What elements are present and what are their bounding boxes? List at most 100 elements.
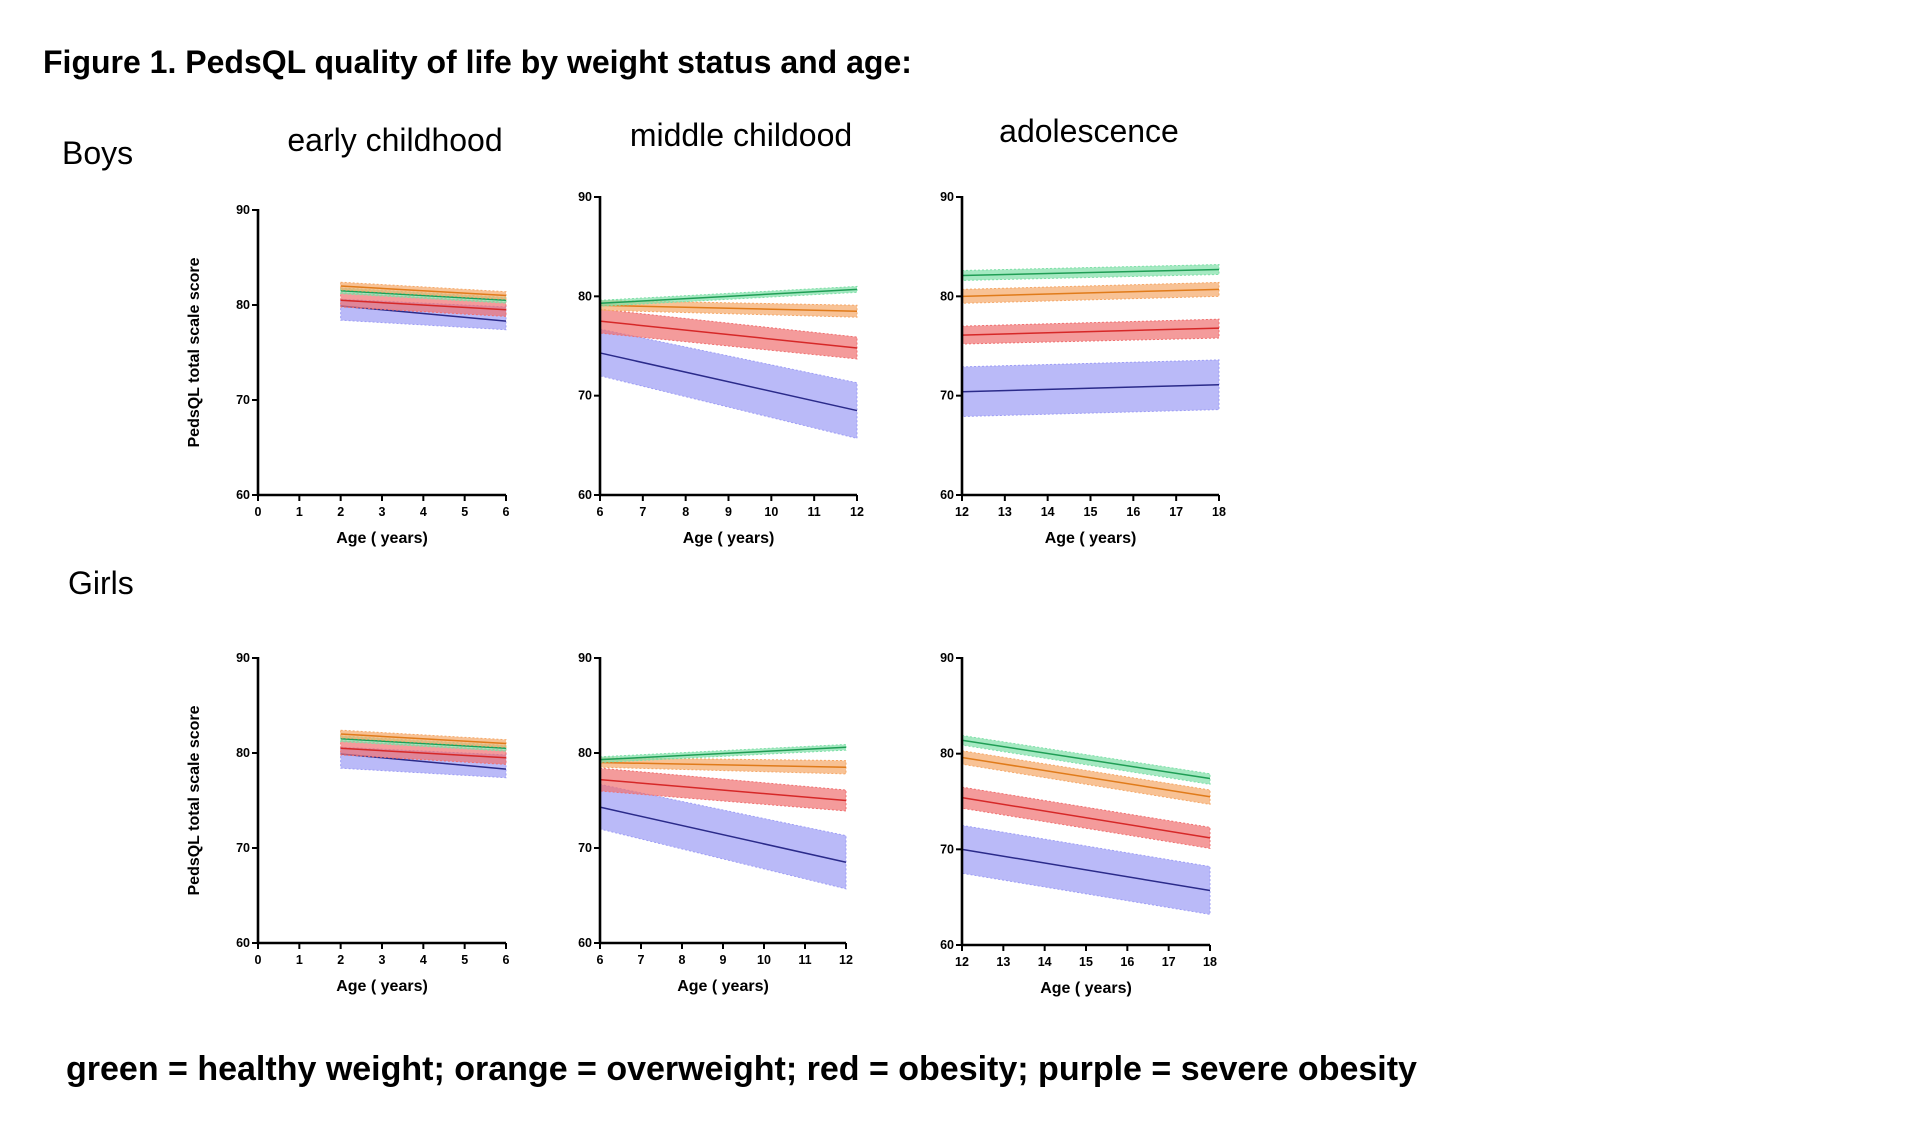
y-tick-label: 70 xyxy=(578,389,592,403)
panel-girls-early-childhood: 60 70 80 90 0 1 2 3 4 5 6 Age ( years) PedsQL total … xyxy=(186,651,510,995)
x-tick-label: 15 xyxy=(1079,955,1093,969)
x-tick-label: 7 xyxy=(639,505,646,519)
series-line-healthy xyxy=(340,290,507,301)
x-axis-title: Age ( years) xyxy=(1040,980,1132,997)
panel-boys-adolescence: 60 70 80 90 12 13 14 15 16 17 18 Age ( years) xyxy=(940,190,1226,547)
y-axis-title: PedsQL total scale score xyxy=(186,257,203,447)
x-tick-label: 12 xyxy=(850,505,864,519)
x-axis-title: Age ( years) xyxy=(1045,530,1137,547)
x-tick-label: 4 xyxy=(420,953,427,967)
x-tick-label: 16 xyxy=(1120,955,1134,969)
x-tick-label: 14 xyxy=(1041,505,1055,519)
series-line-severe xyxy=(599,352,858,412)
x-tick-label: 13 xyxy=(996,955,1010,969)
x-tick-label: 16 xyxy=(1126,505,1140,519)
series-line-obesity xyxy=(599,778,847,802)
x-tick-label: 12 xyxy=(955,505,969,519)
row-label-boys: Boys xyxy=(62,135,134,171)
x-axis-title: Age ( years) xyxy=(336,978,428,995)
x-tick-label: 6 xyxy=(503,505,510,519)
x-tick-label: 6 xyxy=(503,953,510,967)
x-tick-label: 18 xyxy=(1203,955,1217,969)
series-line-overweight xyxy=(961,756,1211,798)
x-tick-label: 5 xyxy=(461,953,468,967)
col-label-early-childhood: early childhood xyxy=(287,122,503,158)
x-tick-label: 0 xyxy=(255,953,262,967)
y-tick-label: 80 xyxy=(940,747,954,761)
series-line-obesity xyxy=(340,299,507,311)
series-line-obesity xyxy=(599,320,858,349)
y-tick-label: 80 xyxy=(940,289,954,303)
series-line-severe xyxy=(961,383,1220,393)
series-line-overweight xyxy=(340,733,507,745)
series-line-obesity xyxy=(961,796,1211,839)
y-tick-label: 60 xyxy=(940,488,954,502)
x-tick-label: 15 xyxy=(1084,505,1098,519)
y-tick-label: 80 xyxy=(578,289,592,303)
x-tick-label: 5 xyxy=(461,505,468,519)
series-line-healthy xyxy=(599,746,847,761)
series-line-severe xyxy=(961,848,1211,892)
y-tick-label: 60 xyxy=(578,936,592,950)
series-line-overweight xyxy=(599,304,858,312)
y-tick-label: 70 xyxy=(236,841,250,855)
x-tick-label: 6 xyxy=(597,505,604,519)
x-tick-label: 17 xyxy=(1169,505,1183,519)
x-axis-title: Age ( years) xyxy=(336,530,428,547)
y-tick-label: 90 xyxy=(236,651,250,665)
x-tick-label: 1 xyxy=(296,953,303,967)
x-tick-label: 18 xyxy=(1212,505,1226,519)
series-line-healthy xyxy=(340,738,507,749)
series-line-healthy xyxy=(599,288,858,305)
x-tick-label: 3 xyxy=(379,953,386,967)
x-tick-label: 3 xyxy=(379,505,386,519)
y-tick-label: 80 xyxy=(236,746,250,760)
x-tick-label: 12 xyxy=(955,955,969,969)
y-tick-label: 60 xyxy=(940,938,954,952)
series-line-severe xyxy=(599,806,847,863)
x-tick-label: 7 xyxy=(638,953,645,967)
x-tick-label: 8 xyxy=(679,953,686,967)
x-tick-label: 0 xyxy=(255,505,262,519)
panel-boys-middle-childhood: 60 70 80 90 6 7 8 9 10 11 12 Age ( years) xyxy=(578,190,864,547)
col-label-adolescence: adolescence xyxy=(999,113,1179,149)
x-tick-label: 2 xyxy=(337,505,344,519)
series-line-overweight xyxy=(961,288,1220,298)
series-line-obesity xyxy=(340,747,507,759)
x-tick-label: 8 xyxy=(682,505,689,519)
x-axis-title: Age ( years) xyxy=(683,530,775,547)
ci-band-severe xyxy=(599,328,858,440)
x-tick-label: 10 xyxy=(764,505,778,519)
series-line-healthy xyxy=(961,739,1211,780)
x-tick-label: 4 xyxy=(420,505,427,519)
x-tick-label: 13 xyxy=(998,505,1012,519)
figure-title: Figure 1. PedsQL quality of life by weig… xyxy=(43,44,912,80)
y-tick-label: 60 xyxy=(236,936,250,950)
x-axis-title: Age ( years) xyxy=(677,978,769,995)
x-tick-label: 11 xyxy=(808,505,821,519)
series-line-overweight xyxy=(599,761,847,768)
y-tick-label: 90 xyxy=(236,203,250,217)
row-label-girls: Girls xyxy=(68,565,134,601)
y-tick-label: 70 xyxy=(578,841,592,855)
y-tick-label: 90 xyxy=(578,651,592,665)
x-tick-label: 9 xyxy=(725,505,732,519)
x-tick-label: 6 xyxy=(597,953,604,967)
x-tick-label: 17 xyxy=(1162,955,1176,969)
y-tick-label: 80 xyxy=(578,746,592,760)
series-line-healthy xyxy=(961,268,1220,277)
y-axis-title: PedsQL total scale score xyxy=(186,705,203,895)
x-tick-label: 11 xyxy=(798,953,811,967)
x-tick-label: 2 xyxy=(337,953,344,967)
y-tick-label: 90 xyxy=(578,190,592,204)
y-tick-label: 80 xyxy=(236,298,250,312)
x-tick-label: 14 xyxy=(1038,955,1052,969)
y-tick-label: 90 xyxy=(940,651,954,665)
y-tick-label: 70 xyxy=(940,842,954,856)
x-tick-label: 9 xyxy=(720,953,727,967)
panel-girls-adolescence: 60 70 80 90 12 13 14 15 16 17 18 Age ( years) xyxy=(940,651,1217,997)
series-line-obesity xyxy=(961,327,1220,336)
x-tick-label: 12 xyxy=(839,953,853,967)
col-label-middle-childhood: middle childood xyxy=(629,117,853,153)
